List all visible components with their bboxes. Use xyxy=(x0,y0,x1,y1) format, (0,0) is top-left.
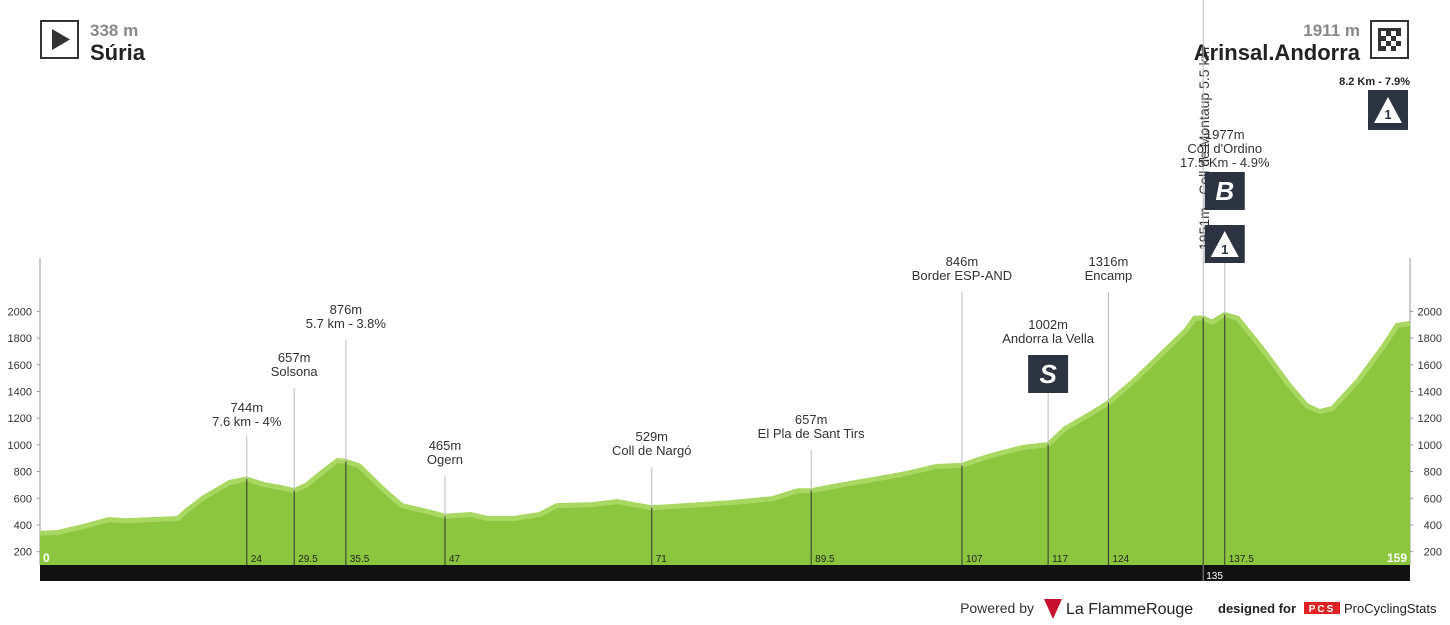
start-elevation: 338 m xyxy=(90,21,138,40)
marker-label: 529m xyxy=(635,429,668,444)
start-name: Súria xyxy=(90,40,146,65)
marker-label: El Pla de Sant Tirs xyxy=(758,426,865,441)
marker-label: 7.6 km - 4% xyxy=(212,414,282,429)
marker-label: 5.7 km - 3.8% xyxy=(306,316,387,331)
marker-label: 657m xyxy=(795,412,828,427)
icon-label: B xyxy=(1215,176,1234,206)
y-tick-label-right: 2000 xyxy=(1418,306,1442,318)
km-label: 107 xyxy=(966,554,983,565)
y-tick-label: 800 xyxy=(14,467,32,479)
finish-climb: 8.2 Km - 7.9% xyxy=(1339,76,1410,88)
y-tick-label-right: 1400 xyxy=(1418,386,1442,398)
powered-by: Powered by xyxy=(960,600,1034,616)
km-label: 24 xyxy=(251,554,263,565)
finish-icon xyxy=(1370,20,1409,59)
marker-icon: S xyxy=(1028,355,1069,393)
y-tick-label: 600 xyxy=(14,493,32,505)
start-icon xyxy=(40,20,79,59)
km-label: 47 xyxy=(449,554,461,565)
y-tick-label-right: 1200 xyxy=(1418,413,1442,425)
y-tick-label-right: 800 xyxy=(1424,467,1442,479)
y-tick-label: 2000 xyxy=(8,306,32,318)
marker-label: 465m xyxy=(429,438,462,453)
finish-elevation: 1911 m xyxy=(1303,21,1360,40)
marker-label: Coll de Nargó xyxy=(612,443,692,458)
marker-icon: B xyxy=(1204,172,1245,210)
icon-box xyxy=(1204,172,1245,210)
distance-bar xyxy=(40,565,1410,581)
km-label: 71 xyxy=(656,554,668,565)
profile-edge xyxy=(39,312,1411,536)
icon-label: 1 xyxy=(1221,242,1228,257)
brand: La FlammeRouge xyxy=(1066,601,1193,618)
marker-label: 876m xyxy=(330,302,363,317)
marker-label: 1977m xyxy=(1205,127,1245,142)
marker-label: Coll d'Ordino xyxy=(1187,141,1262,156)
site: ProCyclingStats xyxy=(1344,601,1437,616)
marker-label: 17.5 Km - 4.9% xyxy=(1180,155,1270,170)
y-tick-label-right: 200 xyxy=(1424,547,1442,559)
km-label: 135 xyxy=(1206,571,1223,582)
km-label: 117 xyxy=(1052,554,1068,565)
marker-label: 1316m xyxy=(1089,254,1129,269)
y-tick-label: 1400 xyxy=(8,386,32,398)
marker-label: Encamp xyxy=(1085,268,1133,283)
pcs-letters: PCS xyxy=(1309,604,1336,615)
icon-box xyxy=(1028,355,1069,393)
brand-logo xyxy=(1044,599,1062,619)
category-label: 1 xyxy=(1384,107,1391,122)
category-icon xyxy=(1368,90,1408,130)
km-label: 89.5 xyxy=(815,554,835,565)
finish-name: Arinsal.Andorra xyxy=(1194,40,1361,65)
designed-for: designed for xyxy=(1218,601,1296,616)
y-tick-label: 1800 xyxy=(8,333,32,345)
profile-area xyxy=(40,314,1410,565)
km-label: 35.5 xyxy=(350,554,370,565)
y-tick-label: 1600 xyxy=(8,360,32,372)
y-tick-label: 1200 xyxy=(8,413,32,425)
y-tick-label-right: 1800 xyxy=(1418,333,1442,345)
marker-label: 846m xyxy=(946,254,979,269)
marker-label: 744m xyxy=(231,400,264,415)
icon-label: S xyxy=(1039,359,1057,389)
x-end-label: 159 xyxy=(1387,551,1407,565)
x-start-label: 0 xyxy=(43,551,50,565)
marker-label: Andorra la Vella xyxy=(1002,331,1095,346)
y-tick-label-right: 600 xyxy=(1424,493,1442,505)
km-label: 29.5 xyxy=(298,554,318,565)
marker-label: 657m xyxy=(278,350,311,365)
marker-label: Border ESP-AND xyxy=(912,268,1012,283)
marker-label: 1002m xyxy=(1028,317,1068,332)
y-tick-label-right: 1600 xyxy=(1418,360,1442,372)
y-tick-label: 400 xyxy=(14,520,32,532)
y-tick-label-right: 400 xyxy=(1424,520,1442,532)
marker-icon: 1 xyxy=(1204,225,1245,263)
marker-label: Solsona xyxy=(271,364,319,379)
y-tick-label: 200 xyxy=(14,547,32,559)
marker-label: Ogern xyxy=(427,452,463,467)
pcs-logo xyxy=(1304,602,1340,614)
km-label: 137.5 xyxy=(1229,554,1254,565)
y-tick-label-right: 1000 xyxy=(1418,440,1442,452)
km-label: 124 xyxy=(1112,554,1129,565)
icon-triangle xyxy=(1210,231,1239,257)
y-tick-label: 1000 xyxy=(8,440,32,452)
